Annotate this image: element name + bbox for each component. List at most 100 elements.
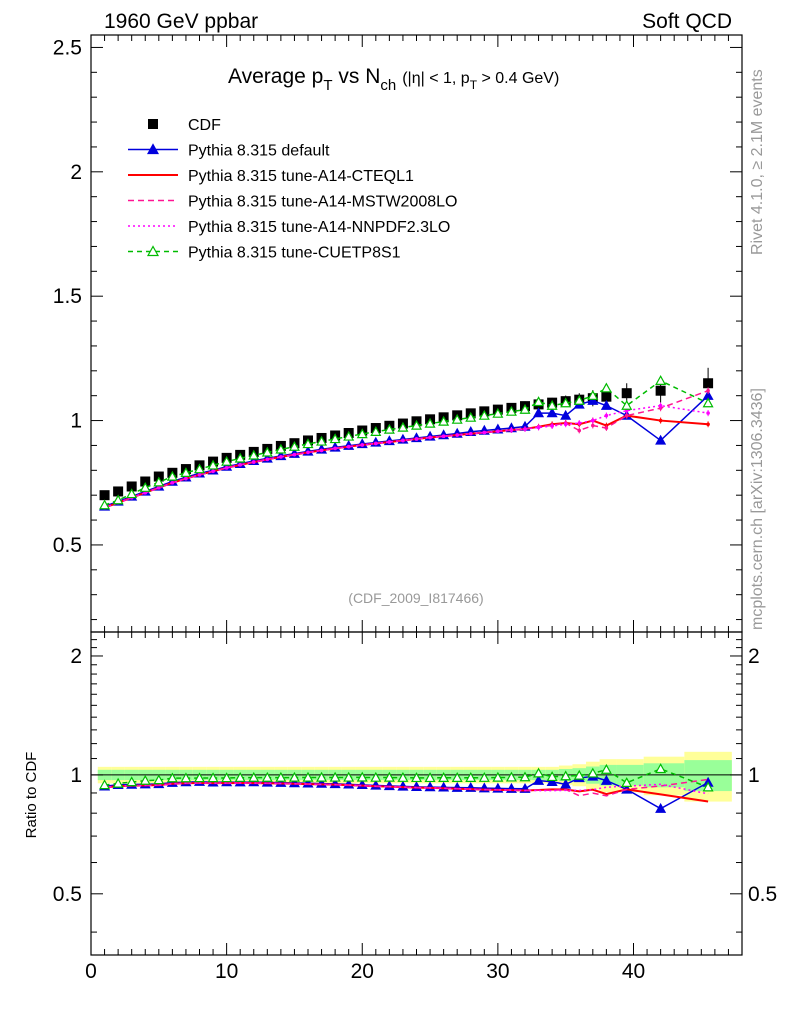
series-marker: [706, 422, 710, 427]
series-marker: [112, 494, 124, 505]
mcplots-label: mcplots.cern.ch [arXiv:1306.3436]: [749, 388, 766, 630]
series-marker: [306, 450, 310, 455]
series-ratio-marker: [370, 771, 382, 782]
series-marker: [170, 480, 175, 485]
series-marker: [126, 488, 138, 499]
series-marker: [410, 419, 423, 430]
legend-item-4: Pythia 8.315 tune-A14-NNPDF2.3LO: [128, 219, 450, 236]
series-ratio-marker: [546, 771, 558, 782]
series-marker: [157, 485, 161, 490]
y-tick-label: 2.5: [53, 36, 82, 59]
rivet-version-label: Rivet 4.1.0, ≥ 2.1M events: [749, 69, 766, 255]
series-marker: [655, 434, 667, 445]
series-ratio-marker: [424, 772, 436, 783]
series-marker: [234, 452, 246, 463]
series-marker: [251, 460, 256, 464]
title-vs-subscript: ch: [380, 77, 396, 94]
series-marker: [496, 429, 500, 434]
series-ratio-marker: [193, 772, 206, 783]
series-marker: [288, 440, 300, 451]
data-point: [126, 481, 137, 492]
series-marker: [333, 446, 337, 451]
series-ratio-marker: [621, 777, 633, 788]
series-ratio-marker: [533, 767, 545, 778]
series-ratio-marker: [587, 767, 599, 778]
series-marker: [658, 418, 663, 423]
series-ratio-marker: [600, 763, 612, 774]
series-marker: [316, 435, 328, 446]
series-marker: [356, 428, 368, 439]
ratio-tick-label: 0.5: [53, 883, 82, 906]
series-marker: [360, 443, 365, 447]
series-ratio-marker: [343, 771, 355, 782]
series-marker: [319, 448, 324, 453]
series-ratio-marker: [356, 771, 368, 782]
series-marker: [573, 394, 585, 405]
x-tick-label: 30: [486, 960, 509, 983]
series-marker: [577, 428, 582, 433]
title-cuts: (|η| < 1, p: [402, 70, 470, 87]
series-ratio-marker: [546, 776, 558, 786]
series-marker: [563, 422, 568, 427]
ratio-tick-label-right: 2: [748, 645, 760, 668]
series-marker: [451, 413, 463, 424]
data-point: [601, 391, 612, 402]
series-marker: [533, 396, 545, 407]
series-0: [99, 367, 714, 501]
series-marker: [455, 433, 459, 437]
series-4: [102, 402, 710, 795]
legend-marker: [146, 143, 160, 155]
series-marker: [302, 438, 314, 449]
series-marker: [207, 459, 219, 470]
series-ratio-marker: [112, 777, 124, 788]
legend-label: Pythia 8.315 default: [188, 143, 330, 160]
series-marker: [482, 430, 487, 435]
series-ratio-marker: [465, 772, 477, 782]
series-line: [104, 404, 709, 509]
series-5: [99, 375, 714, 792]
ratio-tick-label: 1: [70, 764, 82, 787]
title-cuts-end: > 0.4 GeV): [477, 70, 559, 87]
series-ratio-marker: [207, 772, 219, 783]
legend-label: Pythia 8.315 tune-CUETP8S1: [188, 245, 401, 262]
series-ratio-marker: [275, 771, 287, 782]
series-ratio-marker: [451, 772, 463, 782]
series-ratio-marker: [410, 772, 423, 783]
series-marker: [492, 407, 504, 418]
series-marker: [478, 409, 490, 420]
series-marker: [587, 389, 599, 400]
analysis-id-label: (CDF_2009_I817466): [348, 590, 483, 606]
series-marker: [546, 399, 558, 410]
series-marker: [197, 472, 202, 477]
data-point: [621, 388, 632, 399]
series-ratio-marker: [519, 771, 531, 782]
ratio-y-axis-label: Ratio to CDF: [23, 752, 40, 839]
series-line: [104, 395, 709, 508]
header-category-label: Soft QCD: [642, 10, 732, 33]
y-tick-label: 1: [70, 410, 82, 433]
plot-title: Average pT vs Nch (|η| < 1, pT > 0.4 GeV): [228, 65, 559, 94]
series-marker: [658, 403, 663, 408]
series-marker: [577, 421, 582, 425]
series-ratio-marker: [600, 774, 612, 785]
series-marker: [211, 469, 215, 474]
series-ratio-marker: [702, 781, 714, 792]
series-ratio-line: [104, 782, 709, 795]
series-marker: [519, 403, 531, 414]
legend-label: CDF: [188, 117, 221, 134]
series-marker: [180, 467, 192, 477]
series-marker: [706, 388, 710, 393]
series-marker: [465, 411, 477, 422]
series-marker: [238, 463, 242, 467]
series-marker: [655, 375, 667, 385]
series-marker: [265, 457, 270, 462]
series-marker: [587, 394, 599, 405]
series-ratio-marker: [166, 772, 178, 783]
series-ratio-marker: [478, 771, 490, 782]
legend-item-3: Pythia 8.315 tune-A14-MSTW2008LO: [128, 194, 457, 211]
series-marker: [221, 455, 233, 466]
y-tick-label: 0.5: [53, 534, 82, 557]
ratio-tick-label-right: 1: [748, 764, 760, 787]
series-ratio-marker: [316, 771, 328, 782]
